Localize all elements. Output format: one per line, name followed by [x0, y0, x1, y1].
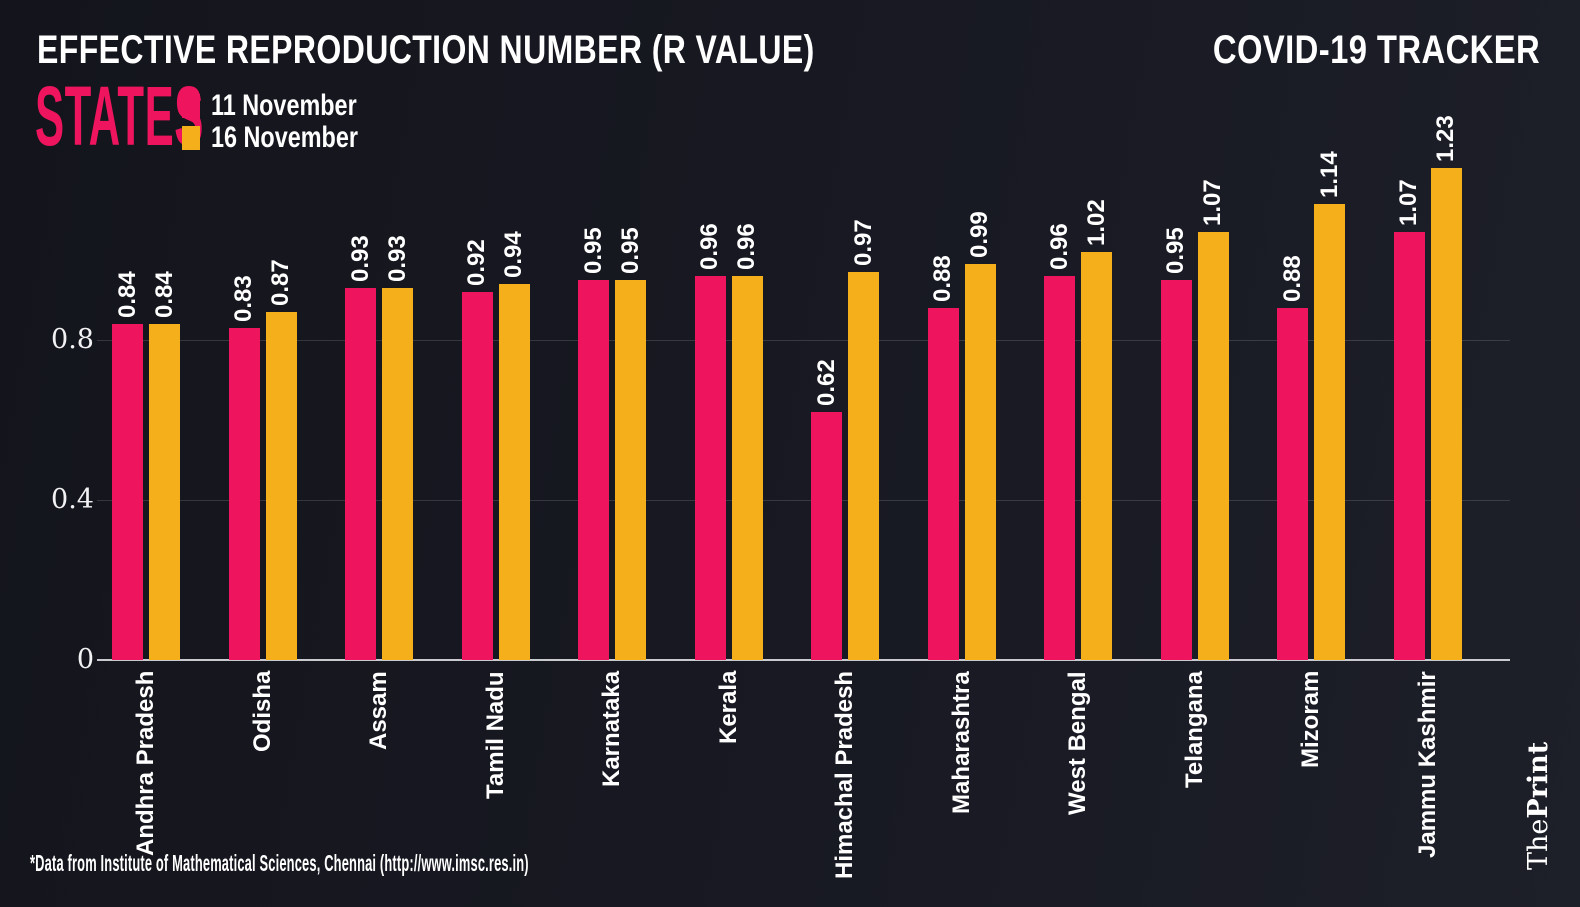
bar-value-label-16-november-himachal-pradesh: 0.97 [849, 219, 877, 266]
bar-value-label-11-november-himachal-pradesh: 0.62 [812, 359, 840, 406]
bar-11-november-assam [345, 288, 376, 660]
bar-value-label-16-november-maharashtra: 0.99 [966, 211, 993, 258]
bar-value-label-11-november-maharashtra: 0.88 [929, 255, 956, 302]
y-axis-tick-label-0-8: 0.8 [51, 324, 94, 355]
bar-value-label-16-november-andhra-pradesh: 0.84 [150, 271, 178, 318]
x-axis-label-mizoram: Mizoram [1297, 671, 1324, 769]
bar-11-november-west-bengal [1044, 276, 1075, 660]
bar-16-november-odisha [265, 312, 297, 660]
bar-11-november-odisha [228, 328, 260, 660]
bar-11-november-maharashtra [927, 308, 959, 660]
bar-value-label-11-november-assam: 0.93 [346, 235, 374, 282]
bar-11-november-telangana [1160, 280, 1192, 660]
x-axis-label-maharashtra: Maharashtra [947, 671, 975, 814]
bar-11-november-andhra-pradesh [112, 324, 143, 660]
bar-value-label-16-november-west-bengal: 1.02 [1082, 199, 1110, 246]
theprint-logo-print: Print [1523, 741, 1554, 819]
bar-11-november-karnataka [578, 280, 609, 660]
gridline-0-4 [97, 500, 1510, 501]
bar-value-label-16-november-telangana: 1.07 [1199, 179, 1226, 226]
legend-swatch-pink [182, 94, 200, 118]
bar-value-label-11-november-mizoram: 0.88 [1278, 255, 1306, 302]
y-axis-tick-label-0-4: 0.4 [51, 484, 94, 515]
bar-value-label-11-november-tamil-nadu: 0.92 [463, 239, 490, 286]
tracker-label: COVID-19 TRACKER [1212, 28, 1540, 72]
legend-label-16-november: 16 November [211, 121, 358, 154]
bar-value-label-11-november-odisha: 0.83 [230, 275, 257, 322]
legend-label-11-november: 11 November [211, 89, 357, 122]
bar-16-november-maharashtra [964, 264, 996, 660]
x-axis-label-telangana: Telangana [1180, 671, 1208, 788]
bar-11-november-jammu-kashmir [1393, 232, 1425, 660]
bar-11-november-mizoram [1277, 308, 1308, 660]
chart-title: EFFECTIVE REPRODUCTION NUMBER (R VALUE) [37, 28, 815, 72]
bar-11-november-kerala [694, 276, 726, 660]
x-axis-label-himachal-pradesh: Himachal Pradesh [831, 671, 858, 880]
bar-value-label-11-november-karnataka: 0.95 [579, 227, 607, 274]
legend-swatch-yellow [182, 126, 200, 150]
bar-16-november-mizoram [1314, 204, 1345, 660]
legend-item-11-november: 11 November [182, 89, 399, 122]
bar-value-label-16-november-karnataka: 0.95 [616, 227, 644, 274]
bar-16-november-west-bengal [1081, 252, 1112, 660]
legend: 11 November 16 November [182, 89, 399, 158]
bar-11-november-tamil-nadu [461, 292, 493, 660]
chart-subtitle-states: STATES [35, 69, 204, 163]
bar-16-november-assam [382, 288, 413, 660]
bar-value-label-16-november-tamil-nadu: 0.94 [500, 231, 527, 278]
x-axis-line [97, 659, 1510, 661]
x-axis-label-kerala: Kerala [714, 671, 742, 745]
bar-value-label-16-november-kerala: 0.96 [733, 223, 760, 270]
theprint-logo: ThePrint [1522, 742, 1560, 870]
bar-16-november-andhra-pradesh [149, 324, 180, 660]
x-axis-label-west-bengal: West Bengal [1064, 671, 1091, 815]
bar-value-label-11-november-west-bengal: 0.96 [1045, 223, 1073, 270]
bar-value-label-16-november-jammu-kashmir: 1.23 [1432, 115, 1459, 162]
bar-value-label-16-november-assam: 0.93 [383, 235, 411, 282]
bar-value-label-16-november-mizoram: 1.14 [1315, 151, 1343, 198]
bar-value-label-16-november-odisha: 0.87 [267, 259, 294, 306]
theprint-logo-the: The [1523, 818, 1554, 870]
x-axis-label-karnataka: Karnataka [598, 671, 625, 788]
bar-value-label-11-november-telangana: 0.95 [1162, 227, 1189, 274]
gridline-0-8 [97, 340, 1510, 341]
x-axis-label-jammu-kashmir: Jammu Kashmir [1413, 671, 1441, 858]
bar-16-november-tamil-nadu [498, 284, 530, 660]
bar-16-november-telangana [1197, 232, 1229, 660]
bar-16-november-kerala [731, 276, 763, 660]
source-note: *Data from Institute of Mathematical Sci… [30, 850, 529, 876]
y-axis-tick-label-0: 0 [76, 644, 94, 675]
bar-value-label-11-november-andhra-pradesh: 0.84 [113, 271, 141, 318]
bar-16-november-karnataka [615, 280, 646, 660]
bar-16-november-jammu-kashmir [1430, 168, 1462, 660]
bar-value-label-11-november-kerala: 0.96 [696, 223, 723, 270]
bar-11-november-himachal-pradesh [811, 412, 842, 660]
bar-value-label-11-november-jammu-kashmir: 1.07 [1395, 179, 1422, 226]
bar-16-november-himachal-pradesh [848, 272, 879, 660]
legend-item-16-november: 16 November [182, 121, 399, 154]
